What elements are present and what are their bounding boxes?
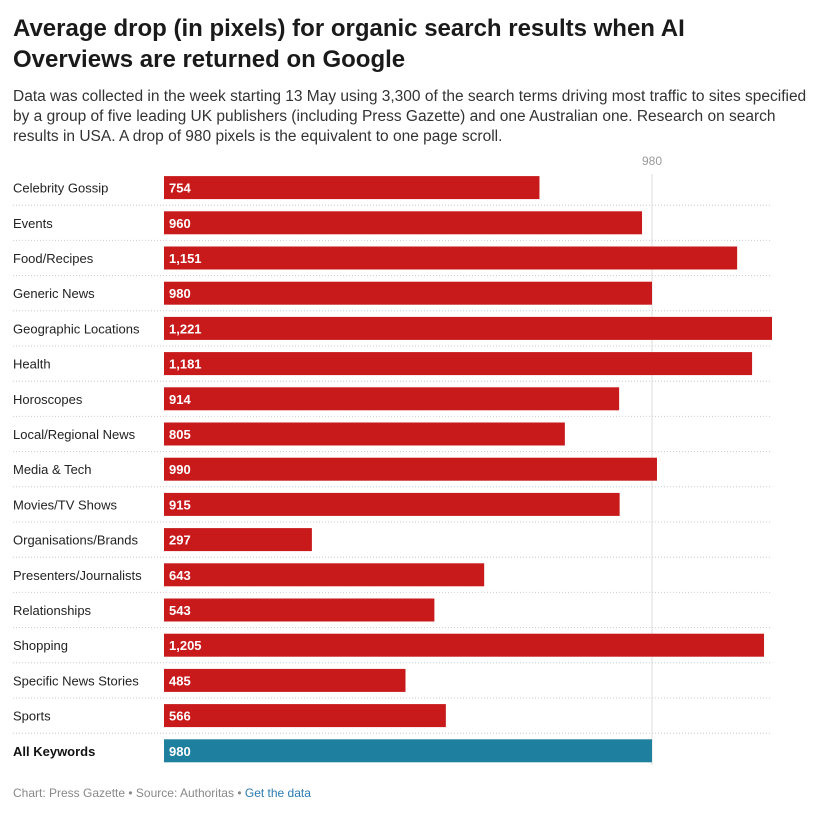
- bar: [164, 739, 652, 763]
- bar-value-label: 754: [169, 181, 191, 196]
- bar: [164, 281, 652, 305]
- category-label: Events: [13, 216, 53, 231]
- bar: [164, 457, 657, 481]
- bar: [164, 668, 406, 692]
- chart-title: Average drop (in pixels) for organic sea…: [13, 15, 685, 73]
- category-label: All Keywords: [13, 744, 95, 759]
- category-label: Media & Tech: [13, 462, 92, 477]
- bar: [164, 316, 772, 340]
- bar: [164, 704, 446, 728]
- category-label: Presenters/Journalists: [13, 568, 142, 583]
- footer-separator-2: •: [233, 786, 245, 800]
- category-label: Health: [13, 357, 51, 372]
- category-label: Shopping: [13, 638, 68, 653]
- bar-value-label: 566: [169, 709, 191, 724]
- bar-value-label: 915: [169, 497, 191, 512]
- category-label: Specific News Stories: [13, 673, 139, 688]
- chart-footer: Chart: Press Gazette • Source: Authorita…: [13, 786, 311, 800]
- bar-value-label: 543: [169, 603, 191, 618]
- bar-value-label: 485: [169, 673, 191, 688]
- chart-credit: Chart: Press Gazette: [13, 786, 126, 800]
- bar: [164, 246, 738, 270]
- reference-line-label: 980: [642, 154, 662, 168]
- bar-value-label: 990: [169, 462, 191, 477]
- bar-value-label: 960: [169, 216, 191, 231]
- category-label: Movies/TV Shows: [13, 497, 118, 512]
- bar-value-label: 914: [169, 392, 191, 407]
- bar: [164, 211, 643, 235]
- category-label: Horoscopes: [13, 392, 83, 407]
- category-label: Generic News: [13, 286, 95, 301]
- bar-value-label: 980: [169, 286, 191, 301]
- bar-value-label: 1,151: [169, 251, 202, 266]
- category-label: Relationships: [13, 603, 92, 618]
- category-label: Organisations/Brands: [13, 533, 139, 548]
- bar-value-label: 297: [169, 533, 191, 548]
- bar-value-label: 1,221: [169, 321, 202, 336]
- bar: [164, 176, 540, 200]
- bar-value-label: 1,181: [169, 357, 202, 372]
- category-label: Celebrity Gossip: [13, 181, 108, 196]
- source-credit: Source: Authoritas: [135, 786, 234, 800]
- get-the-data-link[interactable]: Get the data: [244, 786, 311, 800]
- bar-value-label: 1,205: [169, 638, 202, 653]
- bar-value-label: 980: [169, 744, 191, 759]
- bar: [164, 422, 565, 446]
- bar: [164, 633, 765, 657]
- chart-subtitle: Data was collected in the week starting …: [13, 88, 807, 145]
- bar: [164, 598, 435, 622]
- bar-value-label: 643: [169, 568, 191, 583]
- bar: [164, 563, 485, 587]
- category-label: Geographic Locations: [13, 321, 140, 336]
- bar-value-label: 805: [169, 427, 191, 442]
- category-label: Food/Recipes: [13, 251, 94, 266]
- bar: [164, 352, 753, 376]
- category-label: Sports: [13, 709, 51, 724]
- category-label: Local/Regional News: [13, 427, 136, 442]
- bar: [164, 387, 620, 411]
- bar: [164, 528, 312, 552]
- bar: [164, 492, 620, 516]
- footer-separator: •: [125, 786, 136, 800]
